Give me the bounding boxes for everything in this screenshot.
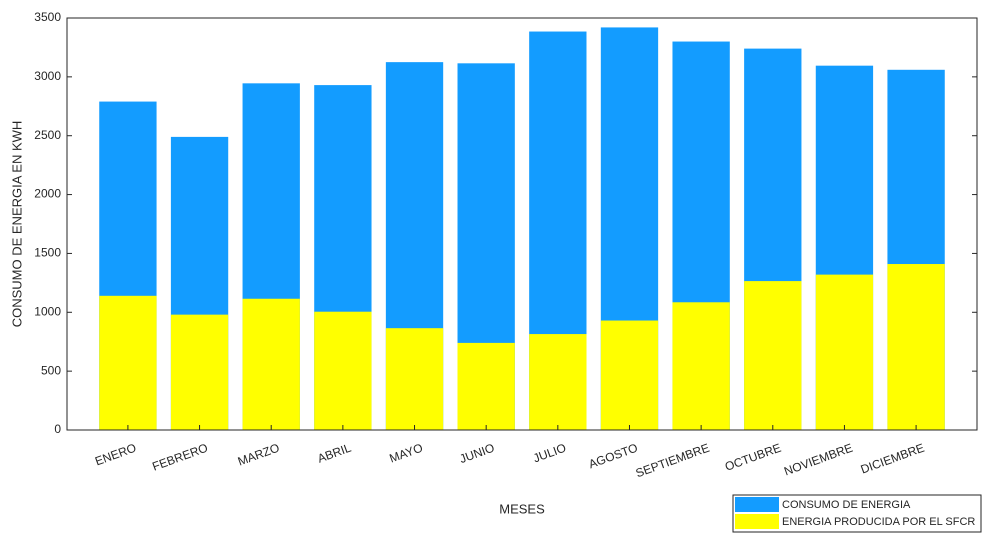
bar xyxy=(314,311,372,430)
legend-label: ENERGIA PRODUCIDA POR EL SFCR xyxy=(782,516,975,528)
y-tick-label: 2000 xyxy=(34,187,61,201)
y-tick-label: 2500 xyxy=(34,128,61,142)
axes-box xyxy=(66,17,978,431)
bar xyxy=(170,314,229,430)
x-axis-label: MESES xyxy=(499,501,545,516)
x-tick-label: OCTUBRE xyxy=(723,441,783,474)
legend-swatch xyxy=(735,497,779,512)
y-axis-label: CONSUMO DE ENERGIA EN KWH xyxy=(9,121,24,328)
y-tick-label: 500 xyxy=(41,363,61,377)
y-tick-label: 3500 xyxy=(34,10,61,24)
x-tick-label: JUNIO xyxy=(458,441,497,466)
bar xyxy=(242,298,300,430)
legend-label: CONSUMO DE ENERGIA xyxy=(782,499,911,511)
bar xyxy=(600,320,659,430)
bar xyxy=(457,342,515,430)
bar xyxy=(815,274,874,430)
x-tick-label: AGOSTO xyxy=(587,441,640,472)
bar xyxy=(385,328,444,430)
x-tick-label: MAYO xyxy=(387,441,424,466)
y-tick-label: 1500 xyxy=(34,246,61,260)
bar xyxy=(672,302,730,430)
x-tick-label: NOVIEMBRE xyxy=(782,441,854,479)
x-tick-label: FEBRERO xyxy=(150,441,209,474)
x-tick-label: ENERO xyxy=(93,441,138,469)
x-tick-label: JULIO xyxy=(531,441,568,466)
bar xyxy=(744,281,802,430)
bar xyxy=(887,264,945,430)
x-tick-label: MARZO xyxy=(236,441,282,469)
y-tick-label: 0 xyxy=(54,422,61,436)
bar xyxy=(99,295,157,430)
y-tick-label: 3000 xyxy=(34,69,61,83)
y-tick-label: 1000 xyxy=(34,304,61,318)
x-tick-label: ABRIL xyxy=(316,441,354,466)
bar xyxy=(529,334,587,430)
x-tick-label: SEPTIEMBRE xyxy=(634,441,711,481)
legend-swatch xyxy=(735,514,779,529)
x-tick-label: DICIEMBRE xyxy=(859,441,926,477)
